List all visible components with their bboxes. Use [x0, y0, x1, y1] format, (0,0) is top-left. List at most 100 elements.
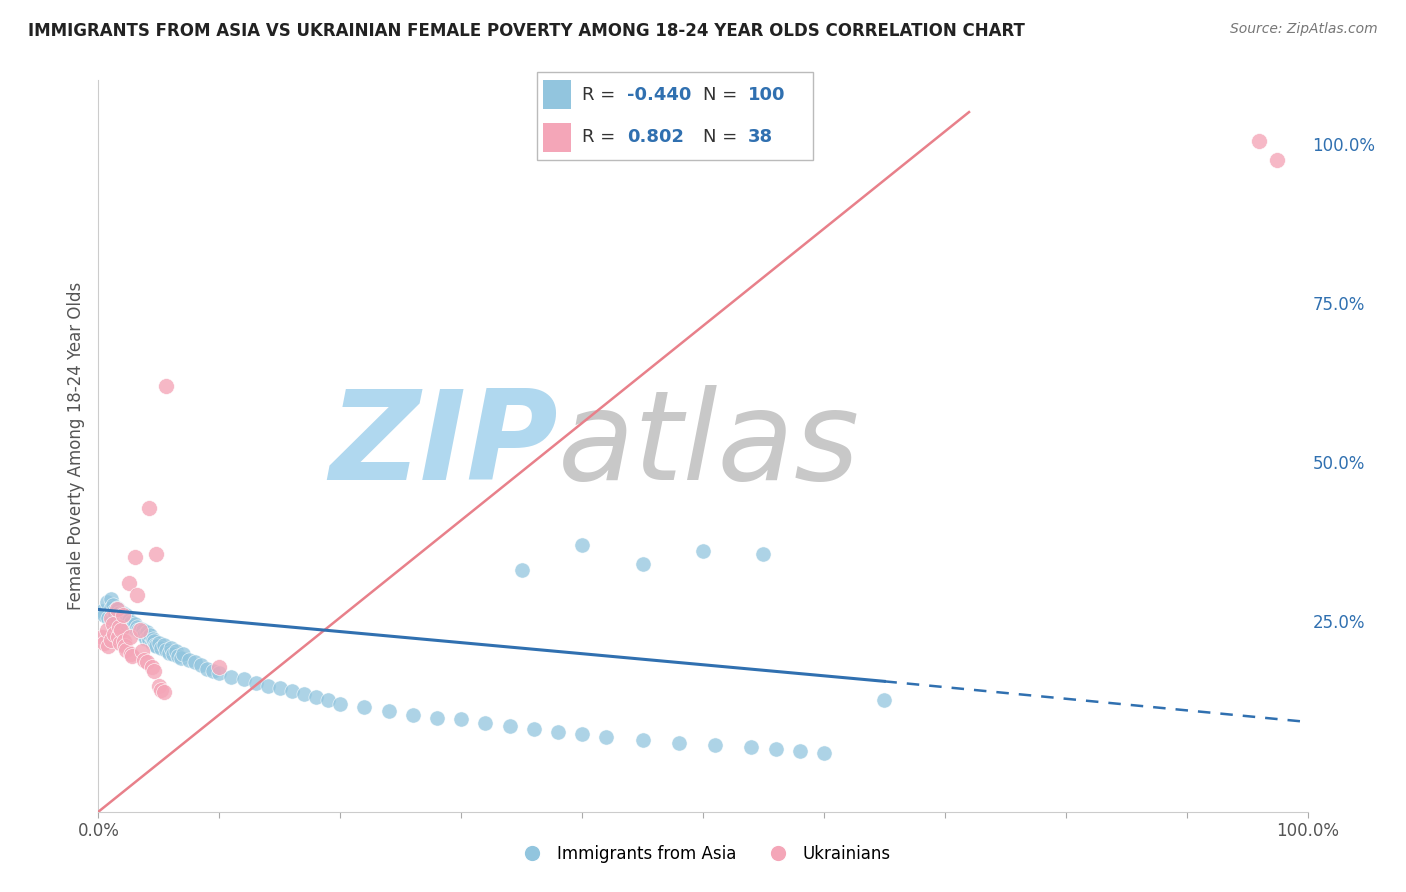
Point	[789, 744, 811, 758]
Point	[100, 601, 122, 615]
Point	[316, 693, 339, 707]
Point	[134, 628, 156, 642]
Point	[150, 682, 173, 697]
Point	[120, 647, 142, 661]
Point	[305, 690, 328, 705]
Point	[195, 662, 218, 676]
Point	[740, 739, 762, 754]
Point	[256, 679, 278, 693]
Point	[813, 746, 835, 760]
Point	[595, 730, 617, 744]
Point	[136, 630, 159, 644]
Point	[118, 630, 141, 644]
Point	[402, 708, 425, 723]
Point	[108, 636, 131, 650]
Point	[571, 538, 593, 552]
Point	[208, 666, 231, 681]
Point	[232, 673, 254, 687]
Point	[93, 607, 115, 622]
Point	[118, 575, 141, 590]
Point	[145, 547, 167, 561]
Text: -0.440: -0.440	[627, 86, 692, 103]
Point	[160, 640, 183, 655]
Point	[101, 617, 124, 632]
Point	[97, 611, 120, 625]
Text: R =: R =	[582, 86, 621, 103]
Point	[115, 642, 138, 657]
Point	[118, 613, 141, 627]
Point	[103, 604, 125, 618]
Point	[105, 601, 128, 615]
Text: 38: 38	[748, 128, 773, 146]
Point	[127, 624, 149, 638]
Point	[100, 614, 122, 628]
Point	[107, 602, 129, 616]
Bar	[543, 80, 571, 109]
Point	[97, 640, 120, 654]
Point	[135, 625, 157, 640]
Point	[129, 622, 152, 636]
Point	[169, 650, 191, 665]
Bar	[543, 123, 571, 152]
Point	[121, 620, 143, 634]
Text: 100: 100	[748, 86, 786, 103]
Text: ZIP: ZIP	[329, 385, 558, 507]
Point	[139, 628, 162, 642]
Point	[100, 611, 122, 625]
Point	[96, 624, 118, 638]
Point	[131, 644, 153, 658]
Point	[111, 615, 134, 630]
Point	[100, 632, 122, 647]
Point	[150, 640, 173, 655]
Text: Source: ZipAtlas.com: Source: ZipAtlas.com	[1230, 22, 1378, 37]
Point	[93, 636, 115, 650]
Point	[132, 624, 155, 638]
Point	[269, 681, 291, 695]
Point	[631, 733, 654, 747]
Point	[124, 617, 146, 632]
FancyBboxPatch shape	[537, 72, 813, 160]
Point	[668, 736, 690, 750]
Point	[141, 636, 163, 650]
Point	[873, 693, 896, 707]
Point	[108, 620, 131, 634]
Point	[292, 687, 315, 701]
Point	[162, 647, 184, 661]
Point	[152, 638, 174, 652]
Point	[167, 648, 190, 663]
Point	[152, 685, 174, 699]
Point	[426, 710, 449, 724]
Point	[377, 704, 399, 718]
Point	[105, 602, 128, 616]
Point	[143, 638, 166, 652]
Point	[704, 738, 727, 752]
Point	[105, 611, 128, 625]
Point	[571, 727, 593, 741]
Point	[141, 659, 163, 673]
Point	[752, 547, 775, 561]
Point	[157, 646, 180, 660]
Point	[115, 607, 138, 622]
Text: atlas: atlas	[558, 385, 860, 507]
Point	[143, 664, 166, 678]
Point	[155, 642, 177, 657]
Point	[692, 544, 714, 558]
Point	[110, 607, 132, 622]
Point	[91, 630, 114, 644]
Point	[110, 624, 132, 638]
Point	[121, 648, 143, 663]
Point	[117, 614, 139, 628]
Point	[179, 653, 201, 667]
Text: IMMIGRANTS FROM ASIA VS UKRAINIAN FEMALE POVERTY AMONG 18-24 YEAR OLDS CORRELATI: IMMIGRANTS FROM ASIA VS UKRAINIAN FEMALE…	[28, 22, 1025, 40]
Point	[107, 630, 129, 644]
Point	[112, 619, 135, 633]
Point	[450, 713, 472, 727]
Point	[523, 722, 546, 736]
Point	[103, 626, 125, 640]
Point	[148, 636, 170, 650]
Point	[208, 659, 231, 673]
Text: R =: R =	[582, 128, 621, 146]
Point	[108, 617, 131, 632]
Point	[125, 622, 148, 636]
Point	[631, 557, 654, 571]
